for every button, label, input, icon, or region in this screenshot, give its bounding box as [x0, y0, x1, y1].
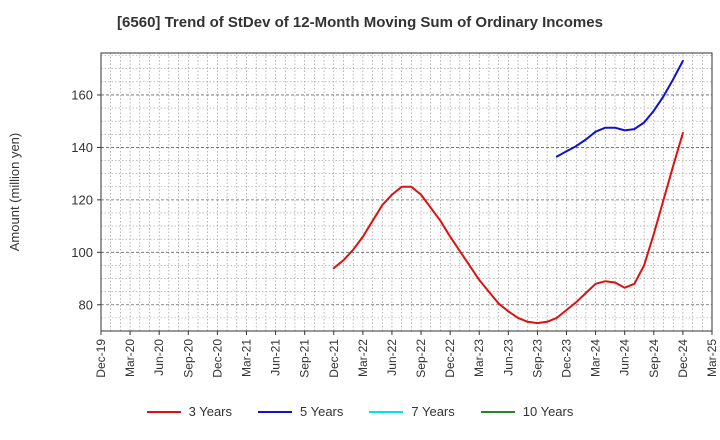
- chart-legend: 3 Years 5 Years 7 Years 10 Years: [0, 404, 720, 419]
- y-tick-label: 120: [71, 192, 93, 207]
- x-tick-label: Mar-22: [356, 339, 370, 377]
- legend-item: 10 Years: [480, 404, 574, 419]
- x-tick-label: Dec-21: [327, 339, 341, 378]
- legend-swatch: [480, 410, 515, 413]
- x-tick-label: Mar-23: [472, 339, 486, 377]
- legend-swatch: [146, 410, 181, 413]
- x-tick-label: Mar-20: [123, 339, 137, 377]
- legend-label: 5 Years: [300, 404, 344, 419]
- x-tick-label: Jun-22: [385, 339, 399, 376]
- x-tick-label: Mar-25: [705, 339, 719, 377]
- legend-label: 10 Years: [522, 404, 574, 419]
- y-tick-label: 100: [71, 245, 93, 260]
- legend-swatch: [369, 410, 404, 413]
- x-tick-label: Sep-24: [647, 339, 661, 378]
- x-tick-label: Mar-24: [589, 339, 603, 377]
- x-tick-label: Mar-21: [239, 339, 253, 377]
- x-tick-label: Dec-23: [560, 339, 574, 378]
- series-line-5-years: [555, 59, 684, 158]
- plot-frame: [100, 52, 713, 332]
- x-tick-label: Sep-21: [298, 339, 312, 378]
- x-tick-label: Jun-24: [618, 339, 632, 376]
- legend-label: 7 Years: [411, 404, 455, 419]
- y-axis-label: Amount (million yen): [7, 133, 22, 252]
- y-tick-label: 160: [71, 87, 93, 102]
- x-tick-label: Sep-20: [181, 339, 195, 378]
- x-tick-label: Dec-22: [443, 339, 457, 378]
- x-tick-label: Dec-19: [94, 339, 108, 378]
- chart-title: [6560] Trend of StDev of 12-Month Moving…: [117, 14, 603, 31]
- x-tick-label: Dec-24: [676, 339, 690, 378]
- x-tick-label: Jun-23: [501, 339, 515, 376]
- legend-item: 3 Years: [146, 404, 232, 419]
- x-tick-label: Sep-22: [414, 339, 428, 378]
- legend-item: 5 Years: [258, 404, 343, 419]
- x-tick-label: Sep-23: [530, 339, 544, 378]
- y-tick-label: 140: [71, 140, 93, 155]
- y-tick-label: 80: [79, 297, 93, 312]
- x-tick-label: Dec-20: [210, 339, 224, 378]
- legend-swatch: [258, 410, 292, 413]
- x-tick-label: Jun-20: [152, 339, 166, 376]
- x-tick-label: Jun-21: [269, 339, 283, 376]
- legend-label: 3 Years: [188, 404, 232, 419]
- legend-item: 7 Years: [369, 404, 455, 419]
- series-line-3-years: [332, 132, 684, 325]
